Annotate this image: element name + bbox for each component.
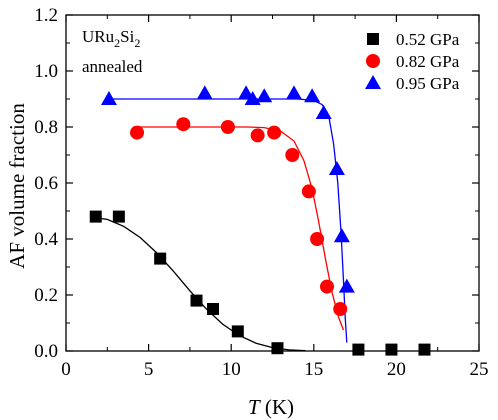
y-axis-title: AF volume fraction	[5, 103, 29, 269]
data-point-series-3	[100, 91, 117, 105]
data-point-series-3	[315, 105, 332, 119]
data-point-series-2	[176, 117, 191, 132]
data-point-series-1	[112, 210, 125, 223]
data-point-series-1	[154, 252, 167, 265]
data-point-series-2	[301, 184, 316, 199]
y-tick-label: 1.2	[34, 5, 58, 26]
y-tick-label: 0.6	[34, 173, 58, 194]
legend-label-series-3: 0.95 GPa	[396, 74, 460, 93]
x-axis-symbol: T	[248, 395, 261, 419]
data-point-series-1	[271, 342, 284, 355]
x-tick-label: 25	[470, 359, 489, 380]
data-point-series-3	[256, 88, 273, 103]
legend-label-series-2: 0.82 GPa	[396, 52, 460, 71]
x-tick-label: 10	[222, 359, 241, 380]
legend-marker-series-3	[365, 75, 381, 89]
fit-curve-series-1	[90, 216, 306, 352]
y-tick-label: 0.0	[34, 341, 58, 362]
axes	[65, 14, 480, 352]
fit-curve-series-3	[109, 98, 348, 343]
legend-marker-series-2	[366, 54, 380, 68]
data-point-series-3	[338, 278, 355, 293]
data-point-series-2	[320, 279, 335, 294]
data-point-series-2	[333, 302, 348, 316]
condition-label: annealed	[82, 57, 143, 76]
data-markers	[89, 85, 431, 356]
tick-labels: 0 5 10 15 20 25 0.0 0.2 0.4 0.6 0.8 1.0 1.2	[34, 5, 488, 380]
y-tick-label: 1.0	[34, 61, 58, 82]
data-point-series-2	[285, 148, 300, 162]
data-point-series-2	[250, 128, 265, 143]
data-point-series-2	[310, 232, 325, 246]
legend-label-series-1: 0.52 GPa	[396, 30, 460, 49]
y-tick-label: 0.2	[34, 285, 58, 306]
y-tick-label: 0.8	[34, 117, 58, 138]
data-point-series-3	[304, 88, 321, 103]
data-point-series-1	[190, 294, 203, 307]
data-point-series-1	[352, 343, 365, 356]
data-point-series-3	[196, 85, 213, 100]
data-point-series-1	[89, 210, 102, 223]
data-point-series-2	[220, 120, 235, 134]
y-tick-label: 0.4	[34, 229, 58, 250]
x-axis-title: T (K)	[248, 395, 294, 419]
data-point-series-2	[130, 125, 145, 140]
x-tick-label: 0	[61, 359, 71, 380]
data-point-series-1	[207, 303, 220, 315]
x-tick-label: 20	[387, 359, 406, 380]
data-point-series-1	[418, 343, 431, 356]
x-axis-unit: (K)	[260, 395, 294, 419]
data-point-series-2	[267, 125, 282, 140]
x-tick-label: 5	[144, 359, 154, 380]
legend: 0.52 GPa 0.82 GPa 0.95 GPa	[365, 30, 460, 93]
data-point-series-1	[385, 343, 398, 356]
data-point-series-3	[285, 85, 302, 100]
fit-curve-series-2	[137, 126, 345, 331]
data-point-series-1	[231, 325, 244, 338]
legend-marker-series-1	[367, 33, 379, 45]
data-point-series-3	[333, 228, 350, 243]
x-tick-label: 15	[304, 359, 323, 380]
compound-label: URu2Si2	[82, 27, 140, 50]
data-point-series-3	[328, 161, 345, 175]
